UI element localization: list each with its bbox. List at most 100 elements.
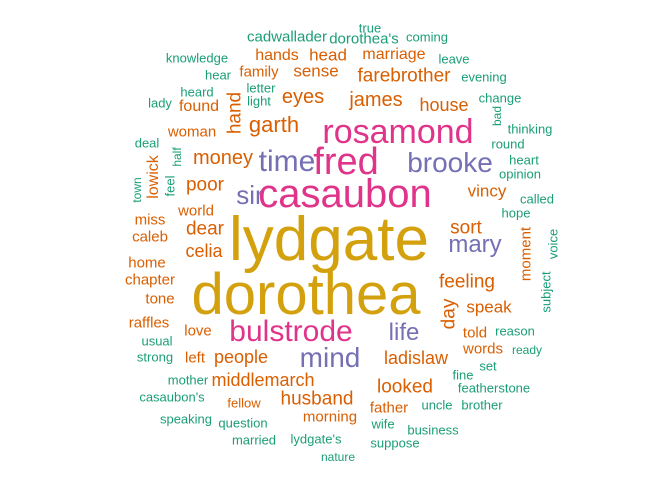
word: reason — [495, 323, 535, 339]
word: sense — [293, 61, 339, 81]
word: home — [128, 254, 166, 272]
word: left — [184, 349, 206, 367]
word: mary — [448, 231, 502, 258]
word: husband — [280, 388, 354, 410]
word: miss — [134, 211, 166, 229]
word: time — [258, 145, 316, 178]
word: caleb — [132, 228, 168, 246]
word: dear — [185, 218, 225, 240]
word: fine — [452, 367, 474, 383]
word: vincy — [467, 181, 507, 201]
word: casaubon's — [139, 389, 205, 405]
word: hear — [204, 67, 232, 83]
word: hand — [224, 91, 246, 135]
word: words — [462, 340, 504, 358]
word: woman — [167, 123, 217, 141]
word: middlemarch — [211, 370, 315, 390]
word: marriage — [362, 46, 426, 63]
word: mind — [299, 342, 361, 373]
word: lowick — [145, 155, 162, 199]
word: sort — [450, 217, 482, 239]
word: town — [130, 177, 144, 203]
word: strong — [136, 349, 174, 365]
word: day — [438, 298, 460, 330]
word: james — [349, 89, 403, 111]
word: dorothea — [191, 262, 421, 327]
word: nature — [320, 450, 356, 464]
word: hands — [255, 47, 299, 64]
word: family — [239, 63, 279, 81]
word: uncle — [421, 397, 453, 413]
word: house — [419, 95, 469, 115]
word: true — [358, 20, 382, 36]
word: morning — [302, 408, 358, 426]
word: garth — [248, 112, 300, 137]
word: feeling — [439, 271, 495, 293]
word: half — [170, 147, 184, 167]
word: called — [520, 191, 554, 207]
word: usual — [141, 333, 173, 349]
word: world — [178, 202, 214, 220]
word: love — [184, 322, 212, 340]
word: lydgate — [229, 205, 429, 274]
word: fellow — [227, 395, 261, 411]
word: found — [178, 98, 220, 115]
word: fred — [313, 141, 379, 183]
word: casaubon — [258, 172, 432, 216]
word: brother — [461, 397, 503, 413]
word: farebrother — [357, 65, 451, 87]
word: raffles — [128, 314, 170, 332]
word: brooke — [407, 147, 493, 178]
word: sir — [236, 180, 264, 210]
word: coming — [406, 29, 448, 45]
word: cadwallader — [246, 28, 328, 46]
word: light — [247, 93, 271, 109]
word: bad — [490, 105, 504, 127]
word: suppose — [370, 435, 420, 451]
word: leave — [438, 51, 470, 67]
word: money — [192, 147, 254, 169]
word: business — [407, 422, 459, 438]
word: heard — [180, 84, 214, 100]
word: life — [388, 319, 420, 346]
word: eyes — [281, 86, 325, 108]
word: knowledge — [165, 50, 229, 66]
word: rosamond — [322, 113, 474, 151]
word: mother — [167, 372, 209, 388]
word: question — [218, 415, 268, 431]
word: father — [369, 399, 409, 417]
word: bulstrode — [229, 315, 353, 348]
word: chapter — [124, 271, 176, 289]
word: speaking — [159, 411, 213, 427]
word: subject — [538, 271, 554, 313]
word: set — [479, 358, 497, 374]
word: poor — [185, 174, 225, 196]
word: deal — [134, 135, 160, 151]
word: people — [213, 347, 269, 367]
word: hope — [501, 205, 531, 221]
word: moment — [517, 226, 535, 282]
word: featherstone — [457, 380, 531, 396]
word: thinking — [507, 121, 553, 137]
word: dorothea's — [329, 30, 399, 48]
word: voice — [545, 228, 561, 260]
word: lady — [148, 95, 172, 111]
word: lydgate's — [290, 431, 342, 447]
word: change — [478, 90, 522, 106]
word: opinion — [499, 166, 541, 182]
word: tone — [145, 290, 175, 308]
word: wife — [371, 416, 395, 432]
word: celia — [185, 241, 223, 261]
word: ready — [511, 343, 543, 357]
word: told — [462, 324, 488, 342]
word: speak — [466, 297, 512, 317]
word: ladislaw — [383, 348, 449, 368]
word: feel — [162, 175, 178, 197]
word: looked — [377, 376, 433, 398]
word: head — [309, 45, 347, 65]
word: heart — [509, 152, 539, 168]
word: round — [491, 136, 525, 152]
word: married — [231, 432, 277, 448]
word: evening — [461, 69, 507, 85]
